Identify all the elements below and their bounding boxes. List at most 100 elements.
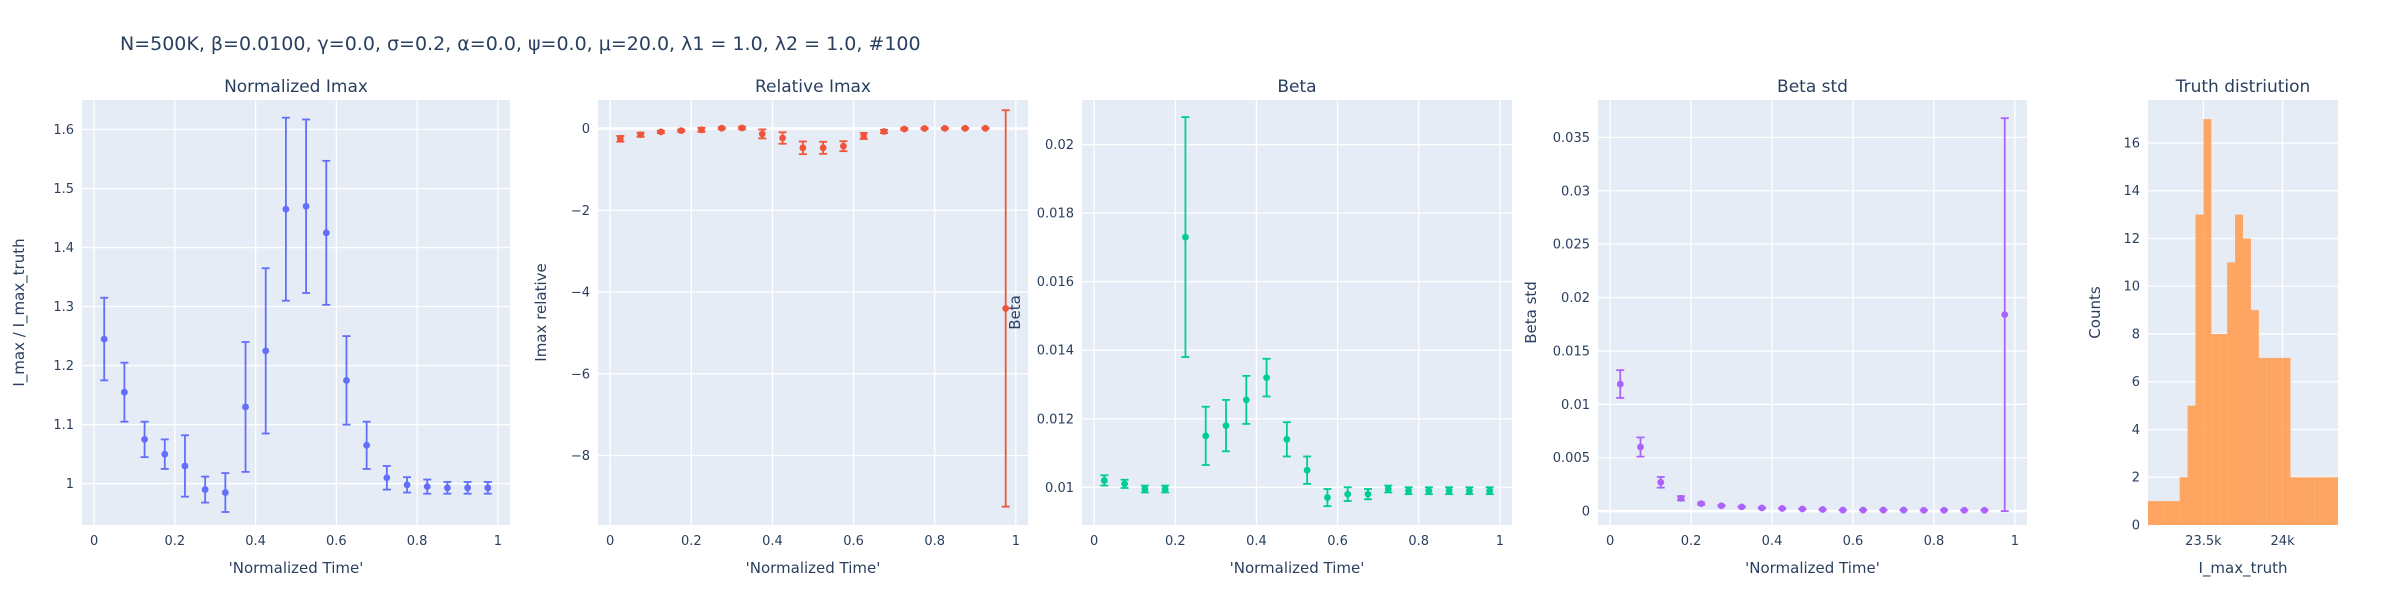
data-point [698, 126, 705, 134]
x-axis-title: I_max_truth [2198, 559, 2287, 578]
data-point [718, 124, 726, 132]
x-tick-label: 0.2 [1681, 534, 1702, 549]
data-point [1100, 477, 1108, 484]
histogram-bar [2314, 477, 2323, 525]
x-tick-label: 0 [1090, 534, 1098, 549]
x-axis-title: 'Normalized Time' [1230, 559, 1365, 577]
data-point [343, 376, 350, 384]
x-tick-label: 0 [1606, 534, 1614, 549]
data-point [1981, 506, 1988, 514]
data-point [921, 125, 928, 132]
y-tick-label: −6 [571, 367, 590, 382]
data-point [141, 436, 148, 443]
data-point [262, 347, 270, 355]
data-point [738, 124, 746, 132]
data-point [819, 144, 827, 152]
data-point [423, 483, 431, 491]
data-point [1242, 396, 1250, 404]
data-point [1616, 380, 1624, 388]
histogram-bar [2148, 501, 2164, 525]
data-point [616, 135, 624, 143]
data-point [302, 202, 310, 210]
x-tick-label: 0.2 [165, 534, 186, 549]
x-tick-label: 1 [1496, 534, 1504, 549]
y-tick-label: 0.014 [1037, 344, 1074, 359]
data-point [1141, 485, 1149, 493]
histogram-bar [2274, 357, 2283, 525]
data-point [1182, 233, 1189, 241]
y-tick-label: 6 [2132, 375, 2140, 390]
data-point [1425, 487, 1433, 495]
histogram-bar [2282, 357, 2291, 525]
histogram-bar [2322, 477, 2338, 525]
y-tick-label: 12 [2123, 232, 2140, 247]
data-point [484, 484, 492, 492]
data-point [363, 441, 371, 449]
data-point [758, 130, 766, 138]
data-point [840, 142, 847, 150]
data-point [282, 205, 290, 213]
y-tick-label: −2 [571, 204, 590, 219]
x-tick-label: 0.4 [245, 534, 266, 549]
histogram-bar [2211, 333, 2220, 525]
data-point [1283, 435, 1291, 443]
plot-area [1082, 100, 1512, 525]
data-point [1758, 504, 1766, 512]
plot-area [1598, 100, 2027, 525]
subplot-4: 0 0.2 0.4 0.6 0.8 1 0 0.005 0.01 0.015 0.02 0.025 0.… [1522, 77, 2027, 577]
x-tick-label: 0.6 [1843, 534, 1864, 549]
x-tick-label: 0.4 [1762, 534, 1783, 549]
histogram-bar [2203, 119, 2212, 525]
data-point [1161, 485, 1169, 493]
x-tick-label: 0.6 [843, 534, 864, 549]
data-point [2001, 311, 2009, 319]
histogram-bar [2219, 333, 2228, 525]
data-point [1697, 500, 1705, 508]
histogram-bar [2298, 477, 2307, 525]
y-tick-label: 0.018 [1037, 207, 1074, 222]
y-tick-label: 1 [66, 477, 74, 492]
y-tick-label: −4 [571, 286, 590, 301]
data-point [1384, 485, 1392, 493]
histogram-bar [2250, 310, 2259, 525]
data-point [1677, 494, 1685, 502]
data-point [1405, 487, 1412, 495]
x-tick-label: 0.8 [1408, 534, 1429, 549]
y-tick-label: 0 [2132, 519, 2140, 534]
data-point [1778, 505, 1786, 512]
y-tick-label: 0.035 [1553, 131, 1590, 146]
plot-area [82, 100, 510, 525]
data-point [1738, 503, 1746, 511]
data-point [1940, 506, 1948, 514]
data-point [1819, 506, 1827, 513]
histogram-bar [2306, 477, 2315, 525]
y-axis-title: Imax relative [532, 263, 550, 361]
y-tick-label: 0 [1582, 505, 1590, 520]
data-point [201, 486, 209, 493]
data-point [1637, 443, 1644, 451]
y-tick-label: 1.6 [53, 123, 74, 138]
x-axis-title: 'Normalized Time' [1745, 559, 1880, 577]
data-point [637, 131, 644, 139]
data-point [1202, 432, 1210, 440]
histogram-bar [2243, 238, 2251, 525]
subplot-title: Beta [1277, 77, 1316, 97]
data-point [1364, 490, 1372, 498]
x-tick-label: 0.6 [326, 534, 347, 549]
data-point [1798, 505, 1806, 513]
data-point [900, 125, 908, 133]
y-tick-label: −8 [571, 449, 590, 464]
y-tick-label: 0.02 [1045, 138, 1074, 153]
plot-area [598, 100, 1028, 525]
data-point [120, 388, 128, 396]
data-point [322, 229, 330, 237]
data-point [860, 132, 868, 140]
histogram-bar [2163, 501, 2180, 525]
histogram-bar [2195, 214, 2204, 525]
x-tick-label: 0.4 [762, 534, 783, 549]
y-tick-label: 0.005 [1553, 451, 1590, 466]
y-axis-title: Beta std [1522, 281, 1540, 344]
data-point [941, 125, 949, 132]
x-tick-label: 24k [2271, 534, 2296, 549]
